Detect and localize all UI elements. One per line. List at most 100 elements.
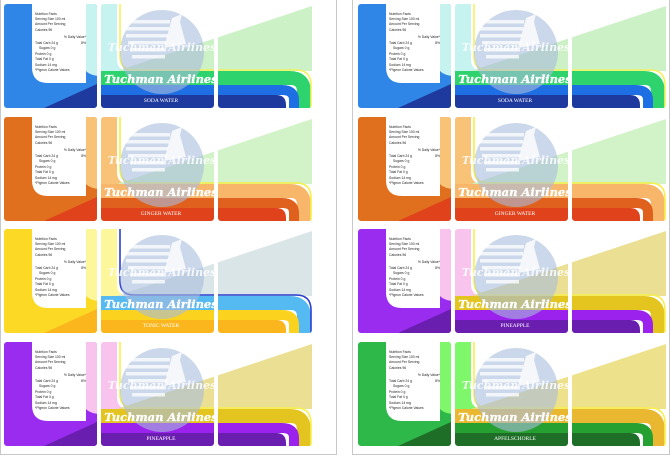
- flavor-name: SODA WATER: [498, 98, 533, 104]
- nutrition-card: [32, 117, 86, 196]
- nutrition-card: [386, 117, 440, 196]
- drink-label: Tuchman Airlines Tuchman Airlines SODA WAT…: [4, 4, 312, 108]
- label-artwork: Tuchman Airlines Tuchman Airlines GINGER W…: [358, 117, 666, 221]
- nutrition-footnote: *Pigeon Calorie Values: [389, 181, 424, 185]
- band-1: [455, 409, 665, 446]
- nutrition-carb: Total Carb 24 g: [35, 379, 58, 383]
- flavor-name: TONIC WATER: [143, 323, 180, 329]
- brand-name: Tuchman Airlines: [458, 410, 572, 424]
- nutrition-footnote: *Pigeon Calorie Values: [389, 68, 424, 72]
- nutrition-calories: Calories 96: [35, 253, 52, 257]
- logo-stripe: [478, 252, 523, 256]
- nutrition-sodium: Sodium 14 mg: [35, 401, 57, 405]
- logo-stripe: [122, 133, 170, 137]
- airline-logo: Tuchman Airlines: [108, 235, 216, 319]
- nutrition-amount: Amount Per Serving: [35, 247, 65, 251]
- nutrition-carb-pct: 8%: [81, 266, 86, 270]
- bird-icon: [518, 352, 540, 386]
- bird-icon: [518, 239, 540, 273]
- nutrition-card: [386, 342, 440, 421]
- nutrition-serving: Serving Size 100 ml: [35, 17, 65, 21]
- nutrition-card: [32, 229, 86, 308]
- drink-label: Tuchman Airlines Tuchman Airlines APFELSCH…: [358, 342, 666, 446]
- nutrition-footnote: *Pigeon Calorie Values: [389, 406, 424, 410]
- logo-stripe: [124, 252, 169, 256]
- drink-label: Tuchman Airlines Tuchman Airlines GINGER W…: [358, 117, 666, 221]
- nutrition-sodium: Sodium 14 mg: [35, 288, 57, 292]
- band-2: [455, 423, 653, 446]
- logo-stripe: [480, 259, 522, 263]
- nutrition-sugars: Sugars 0 g: [393, 271, 410, 275]
- logo-stripe: [478, 27, 523, 31]
- nutrition-daily-value: % Daily Value*: [64, 373, 87, 377]
- nutrition-title: Nutrition Facts: [35, 125, 57, 129]
- logo-stripe: [128, 266, 167, 270]
- light-strip-middle: [101, 117, 129, 184]
- light-strip-middle: [455, 4, 483, 71]
- nutrition-amount: Amount Per Serving: [35, 22, 65, 26]
- airline-logo: Tuchman Airlines: [462, 235, 570, 319]
- airline-logo: Tuchman Airlines: [108, 10, 216, 94]
- nutrition-protein: Protein 0 g: [35, 277, 52, 281]
- nutrition-card: [386, 229, 440, 308]
- logo-stripe: [126, 259, 168, 263]
- nutrition-amount: Amount Per Serving: [389, 135, 419, 139]
- nutrition-fat: Total Fat 0 g: [389, 170, 408, 174]
- nutrition-carb-pct: 8%: [435, 41, 440, 45]
- nutrition-daily-value: % Daily Value*: [64, 148, 87, 152]
- corner-triangle: [44, 422, 97, 446]
- nutrition-carb-pct: 8%: [435, 266, 440, 270]
- airline-logo: Tuchman Airlines: [462, 10, 570, 94]
- logo-stripe: [130, 48, 166, 52]
- band-dark: [455, 433, 640, 446]
- nutrition-card: [386, 4, 440, 83]
- light-strip-middle: [101, 229, 129, 296]
- label-artwork: Tuchman Airlines Tuchman Airlines PINEAPPL…: [4, 342, 312, 446]
- logo-stripe: [126, 147, 168, 151]
- logo-stripe: [132, 168, 165, 172]
- logo-stripe: [482, 379, 521, 383]
- band-2: [101, 85, 299, 108]
- nutrition-sugars: Sugars 0 g: [393, 384, 410, 388]
- logo-stripe: [484, 48, 520, 52]
- logo-stripe: [122, 245, 170, 249]
- nutrition-card: [32, 4, 86, 83]
- nutrition-amount: Amount Per Serving: [389, 360, 419, 364]
- logo-stripe: [486, 280, 519, 284]
- band-dark: [455, 208, 640, 221]
- logo-stripe: [126, 34, 168, 38]
- nutrition-serving: Serving Size 100 ml: [389, 355, 419, 359]
- band-2: [455, 310, 653, 333]
- logo-stripe: [132, 393, 165, 397]
- nutrition-serving: Serving Size 100 ml: [389, 17, 419, 21]
- nutrition-footnote: *Pigeon Calorie Values: [389, 293, 424, 297]
- nutrition-title: Nutrition Facts: [35, 12, 57, 16]
- nutrition-amount: Amount Per Serving: [389, 22, 419, 26]
- logo-stripe: [132, 280, 165, 284]
- light-strip-middle: [455, 117, 483, 184]
- light-strip-middle: [101, 342, 129, 409]
- nutrition-serving: Serving Size 100 ml: [389, 242, 419, 246]
- airline-logo: Tuchman Airlines: [108, 123, 216, 207]
- nutrition-sodium: Sodium 14 mg: [35, 63, 57, 67]
- nutrition-carb-pct: 8%: [81, 154, 86, 158]
- nutrition-fat: Total Fat 0 g: [389, 57, 408, 61]
- flavor-name: GINGER WATER: [141, 211, 182, 217]
- logo-stripe: [478, 365, 523, 369]
- logo-stripe: [486, 55, 519, 59]
- logo-stripe: [476, 20, 524, 24]
- logo-circle: [474, 235, 558, 319]
- logo-stripe: [482, 154, 521, 158]
- nutrition-carb-pct: 8%: [81, 379, 86, 383]
- drink-label: Tuchman Airlines Tuchman Airlines SODA WAT…: [358, 4, 666, 108]
- logo-stripe: [480, 372, 522, 376]
- band-2: [101, 198, 299, 221]
- nutrition-protein: Protein 0 g: [389, 277, 406, 281]
- nutrition-carb-pct: 8%: [435, 154, 440, 158]
- nutrition-protein: Protein 0 g: [389, 390, 406, 394]
- band-2: [455, 85, 653, 108]
- logo-stripe: [476, 358, 524, 362]
- nutrition-title: Nutrition Facts: [389, 350, 411, 354]
- nutrition-sugars: Sugars 0 g: [393, 159, 410, 163]
